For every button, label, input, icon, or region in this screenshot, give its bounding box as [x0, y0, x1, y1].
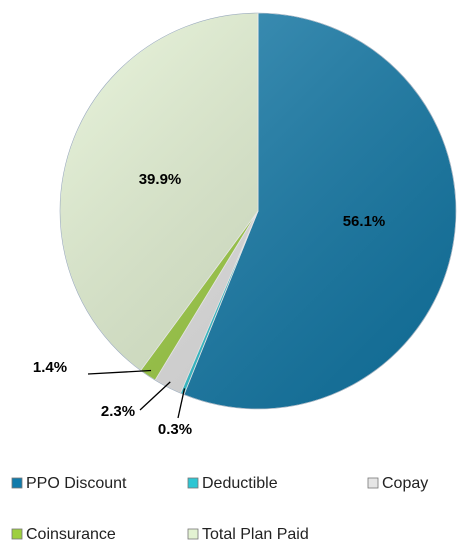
- leader-line: [87, 369, 152, 375]
- legend-swatch: [187, 477, 199, 489]
- legend: PPO Discount Deductible Copay Coinsurance To…: [11, 475, 428, 543]
- legend-swatch: [187, 528, 199, 540]
- legend-swatch: [11, 528, 23, 540]
- data-label: 1.4%: [33, 359, 67, 376]
- legend-label: Total Plan Paid: [202, 526, 309, 543]
- legend-swatch: [367, 477, 379, 489]
- data-label: 39.9%: [139, 171, 182, 188]
- legend-label: PPO Discount: [26, 475, 127, 492]
- legend-label: Coinsurance: [26, 526, 116, 543]
- legend-label: Deductible: [202, 475, 278, 492]
- leader-line: [177, 388, 186, 419]
- data-label: 2.3%: [101, 403, 135, 420]
- data-labels: 56.1% 0.3% 2.3% 1.4% 39.9%: [33, 171, 385, 438]
- legend-label: Copay: [382, 475, 428, 492]
- pie: [59, 12, 457, 410]
- legend-swatch: [11, 477, 23, 489]
- data-label: 0.3%: [158, 421, 192, 438]
- data-label: 56.1%: [343, 213, 386, 230]
- leader-line: [139, 381, 171, 411]
